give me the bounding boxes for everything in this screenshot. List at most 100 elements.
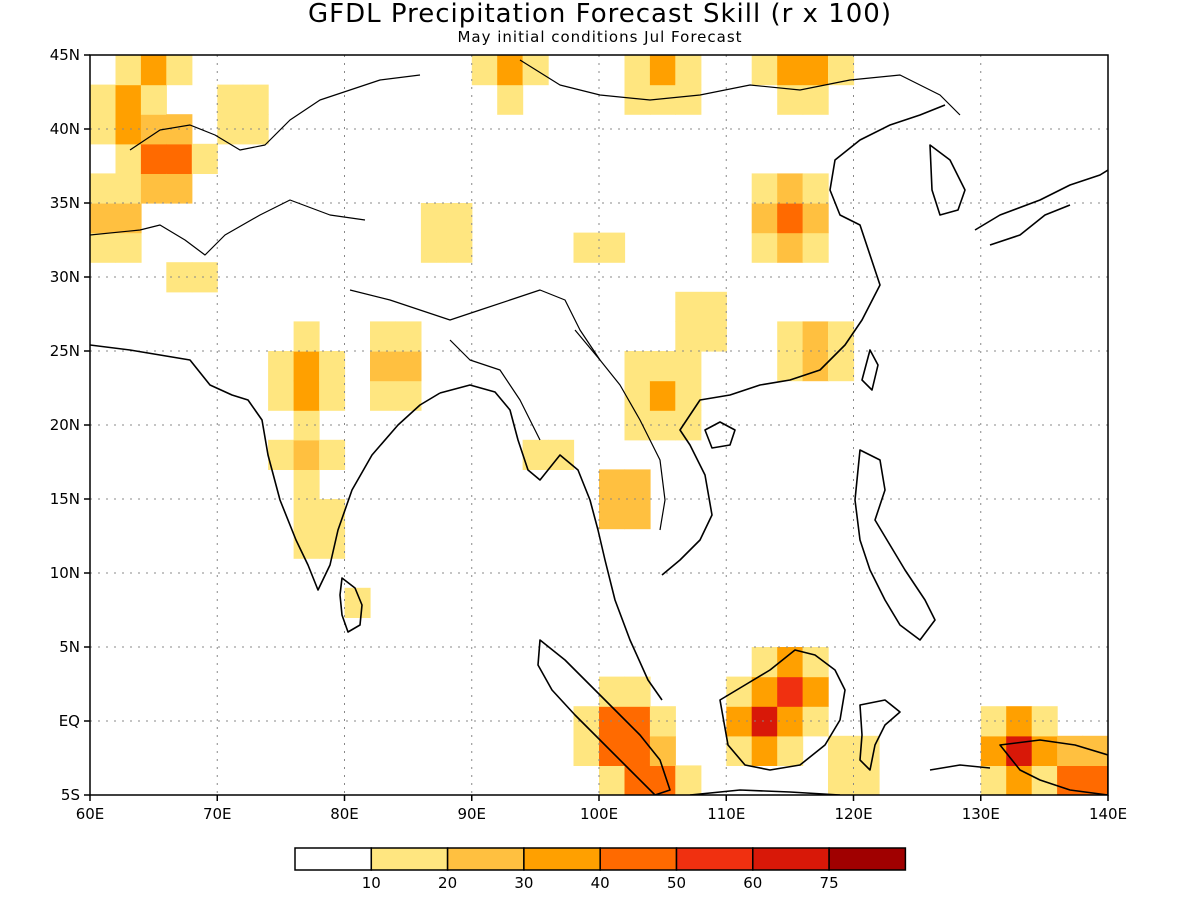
skill-cell [115, 203, 142, 234]
skill-cell [675, 291, 702, 322]
skill-cell [828, 321, 855, 352]
skill-cell [980, 735, 1007, 766]
skill-cell [1006, 735, 1033, 766]
skill-cell [166, 143, 193, 174]
coastlines [90, 59, 1108, 795]
skill-cell [777, 647, 804, 678]
skill-cell [115, 114, 142, 145]
skill-cell [777, 676, 804, 707]
skill-cell [751, 706, 778, 737]
skill-cell [599, 499, 626, 530]
skill-cell [802, 55, 829, 86]
skill-cell [802, 676, 829, 707]
skill-cell [293, 439, 320, 470]
skill-cell [370, 380, 396, 411]
y-tick-label: 35N [50, 194, 80, 212]
skill-cell [726, 676, 753, 707]
skill-cell [370, 321, 396, 352]
y-tick-label: 10N [50, 564, 80, 582]
y-tick-label: 20N [50, 416, 80, 434]
skill-cell [395, 351, 422, 382]
y-axis: 5S EQ 5N 10N 15N 20N 25N 30N 35N 40N 45N [50, 46, 90, 804]
skill-cell [1031, 706, 1058, 737]
skill-cell [471, 55, 498, 86]
skill-cell [90, 84, 117, 115]
skill-cell [140, 84, 167, 115]
skill-cell [828, 735, 855, 766]
skill-cell [293, 499, 320, 530]
skill-cell [751, 735, 778, 766]
skill-cell [90, 114, 117, 145]
skill-cell [191, 143, 218, 174]
skill-cell [599, 232, 626, 263]
skill-cell [624, 706, 651, 737]
skill-cell [573, 735, 600, 766]
x-tick-label: 90E [457, 805, 486, 823]
skill-cell [777, 203, 804, 234]
skill-cell [777, 173, 804, 204]
skill-cell [777, 321, 804, 352]
skill-cell [140, 55, 167, 86]
skill-cell [395, 321, 422, 352]
skill-cell [293, 469, 320, 500]
skill-cell [828, 351, 855, 382]
skill-cell [675, 321, 702, 352]
skill-cell [1057, 735, 1084, 766]
skill-cell [242, 84, 269, 115]
skill-cell [675, 380, 702, 411]
skill-cell [242, 114, 269, 145]
skill-cell [624, 765, 651, 795]
skill-cell [649, 735, 676, 766]
skill-cell [293, 351, 320, 382]
skill-cell [115, 173, 142, 204]
skill-cell [90, 232, 117, 263]
skill-cell [573, 232, 600, 263]
skill-cell [115, 232, 142, 263]
skill-cell [624, 499, 651, 530]
skill-cell [497, 55, 524, 86]
skill-cell [980, 765, 1007, 795]
skill-cell [90, 173, 117, 204]
skill-cell [624, 55, 651, 86]
skill-cell [853, 735, 880, 766]
skill-cell [802, 706, 829, 737]
legend-swatch [599, 847, 678, 871]
skill-cell [777, 706, 804, 737]
legend-label: 10 [362, 874, 381, 892]
skill-cell [293, 321, 320, 352]
skill-cell [802, 232, 829, 263]
y-tick-label: EQ [59, 712, 80, 730]
skill-cell [649, 351, 676, 382]
y-tick-label: 25N [50, 342, 80, 360]
skill-cell [777, 735, 804, 766]
skill-cell [675, 84, 702, 115]
skill-cell [649, 410, 676, 441]
skill-cell [624, 351, 651, 382]
legend-swatch [752, 847, 830, 871]
skill-cell [140, 173, 167, 204]
skill-cell [90, 203, 117, 234]
x-tick-label: 140E [1089, 805, 1127, 823]
legend-label: 50 [667, 874, 686, 892]
legend-swatch [370, 847, 449, 871]
skill-cell [115, 84, 142, 115]
skill-cell [1031, 765, 1058, 795]
skill-cell [319, 351, 346, 382]
skill-cell [675, 765, 702, 795]
skill-cell [751, 232, 778, 263]
skill-cell [166, 55, 193, 86]
page-title: GFDL Precipitation Forecast Skill (r x 1… [308, 0, 892, 29]
x-axis: 60E 70E 80E 90E 100E 110E 120E 130E 140E [76, 795, 1127, 823]
skill-cell [624, 735, 651, 766]
skill-cell [1082, 765, 1108, 795]
skill-cell [624, 380, 651, 411]
skill-cell [497, 84, 524, 115]
skill-cell [751, 647, 778, 678]
x-tick-label: 110E [707, 805, 745, 823]
skill-cell [700, 291, 727, 322]
legend-swatch [523, 847, 601, 871]
skill-cell [319, 499, 346, 530]
skill-cell [420, 232, 447, 263]
y-tick-label: 30N [50, 268, 80, 286]
skill-cell [599, 765, 626, 795]
